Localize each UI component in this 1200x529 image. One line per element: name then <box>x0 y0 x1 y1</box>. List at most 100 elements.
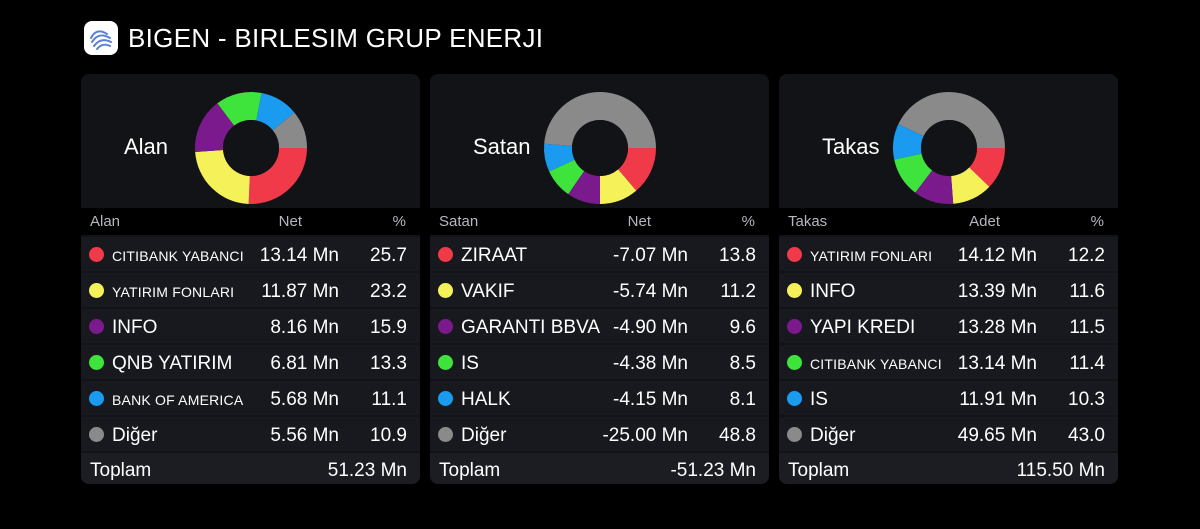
table-row[interactable]: Diğer 49.65 Mn 43.0 <box>779 417 1118 451</box>
row-value: -7.07 Mn <box>613 245 688 266</box>
table-row[interactable]: Diğer 5.56 Mn 10.9 <box>81 417 420 451</box>
donut-chart <box>893 92 1005 204</box>
row-name: ZIRAAT <box>461 245 528 266</box>
donut-slice <box>600 169 637 204</box>
table-row[interactable]: IS -4.38 Mn 8.5 <box>430 345 769 379</box>
legend-dot-icon <box>89 247 104 262</box>
row-name: QNB YATIRIM <box>112 353 233 374</box>
row-name: Diğer <box>112 425 158 446</box>
table-row[interactable]: YATIRIM FONLARI 14.12 Mn 12.2 <box>779 237 1118 271</box>
legend-dot-icon <box>787 319 802 334</box>
panel-label: Alan <box>124 134 169 159</box>
row-value: -25.00 Mn <box>602 425 688 446</box>
row-name: YATIRIM FONLARI <box>112 284 235 300</box>
total-value: -51.23 Mn <box>670 460 756 481</box>
row-value: -5.74 Mn <box>613 281 688 302</box>
table-row[interactable]: QNB YATIRIM 6.81 Mn 13.3 <box>81 345 420 379</box>
row-name: IS <box>810 389 828 410</box>
row-name: VAKIF <box>461 281 515 302</box>
legend-dot-icon <box>438 391 453 406</box>
donut-hole <box>223 120 279 176</box>
table-row[interactable]: INFO 13.39 Mn 11.6 <box>779 273 1118 307</box>
table-row[interactable]: HALK -4.15 Mn 8.1 <box>430 381 769 415</box>
column-header-label: % <box>392 213 406 230</box>
table-row[interactable]: VAKIF -5.74 Mn 11.2 <box>430 273 769 307</box>
table-row[interactable]: CITIBANK YABANCI 13.14 Mn 25.7 <box>81 237 420 271</box>
donut-slice <box>248 148 307 204</box>
row-value: -4.15 Mn <box>613 389 688 410</box>
table-row[interactable]: BANK OF AMERICA 5.68 Mn 11.1 <box>81 381 420 415</box>
row-name: Diğer <box>461 425 507 446</box>
donut-slice <box>893 124 924 160</box>
column-header-label: Net <box>627 213 651 230</box>
table-row[interactable]: IS 11.91 Mn 10.3 <box>779 381 1118 415</box>
column-header: Takas Adet% <box>779 208 1118 235</box>
column-header: Alan Net% <box>81 208 420 235</box>
hand-logo-icon <box>84 21 118 55</box>
panel-header: Satan <box>430 74 769 208</box>
donut-hole <box>572 120 628 176</box>
table-row[interactable]: ZIRAAT -7.07 Mn 13.8 <box>430 237 769 271</box>
legend-dot-icon <box>787 427 802 442</box>
row-percent: 13.8 <box>719 245 756 266</box>
row-name: CITIBANK YABANCI <box>112 248 244 264</box>
donut-slice <box>195 103 235 153</box>
row-percent: 23.2 <box>370 281 407 302</box>
row-percent: 11.2 <box>720 281 756 302</box>
legend-dot-icon <box>438 355 453 370</box>
donut-chart <box>195 92 307 204</box>
total-value: 115.50 Mn <box>1016 460 1105 481</box>
row-name: INFO <box>810 281 856 302</box>
legend-dot-icon <box>438 427 453 442</box>
table-row[interactable]: Diğer -25.00 Mn 48.8 <box>430 417 769 451</box>
donut-slice <box>544 91 656 148</box>
row-value: 13.14 Mn <box>957 353 1037 374</box>
legend-dot-icon <box>787 355 802 370</box>
table-row[interactable]: INFO 8.16 Mn 15.9 <box>81 309 420 343</box>
row-value: 11.87 Mn <box>261 281 339 302</box>
row-percent: 9.6 <box>729 317 756 338</box>
panel-takas: Takas Takas Adet% YATIRIM FONLARI 14.12 Mn 12… <box>779 74 1118 484</box>
legend-dot-icon <box>89 427 104 442</box>
table-row[interactable]: GARANTI BBVA -4.90 Mn 9.6 <box>430 309 769 343</box>
row-value: 14.12 Mn <box>957 245 1037 266</box>
row-percent: 10.9 <box>370 425 407 446</box>
row-percent: 8.1 <box>729 389 756 410</box>
row-name: BANK OF AMERICA <box>112 392 244 408</box>
row-value: 49.65 Mn <box>957 425 1037 446</box>
row-name: GARANTI BBVA <box>461 317 601 338</box>
column-header: Satan Net% <box>430 208 769 235</box>
column-header-label: Takas <box>788 213 828 230</box>
table-row[interactable]: YATIRIM FONLARI 11.87 Mn 23.2 <box>81 273 420 307</box>
table-row[interactable]: CITIBANK YABANCI 13.14 Mn 11.4 <box>779 345 1118 379</box>
column-header-label: Alan <box>90 213 121 230</box>
row-name: YATIRIM FONLARI <box>810 248 933 264</box>
legend-dot-icon <box>89 391 104 406</box>
legend-dot-icon <box>438 319 453 334</box>
header: BIGEN - BIRLESIM GRUP ENERJI <box>84 20 543 56</box>
row-name: YAPI KREDI <box>810 317 916 338</box>
row-value: 8.16 Mn <box>270 317 339 338</box>
panel-label: Satan <box>473 134 531 159</box>
row-value: -4.38 Mn <box>613 353 688 374</box>
legend-dot-icon <box>438 247 453 262</box>
legend-dot-icon <box>787 283 802 298</box>
row-name: HALK <box>461 389 511 410</box>
donut-slice <box>915 170 954 204</box>
row-percent: 25.7 <box>370 245 407 266</box>
row-percent: 11.4 <box>1069 353 1105 374</box>
legend-dot-icon <box>89 283 104 298</box>
total-row: Toplam -51.23 Mn <box>430 453 769 484</box>
row-percent: 11.1 <box>371 389 407 410</box>
donut-slice <box>549 159 585 195</box>
donut-slice <box>544 143 575 172</box>
panel-header: Takas <box>779 74 1118 208</box>
row-name: INFO <box>112 317 158 338</box>
total-label: Toplam <box>788 460 850 481</box>
donut-slice <box>618 148 656 191</box>
column-header-label: Satan <box>439 213 479 230</box>
donut-slice <box>568 171 600 204</box>
table-row[interactable]: YAPI KREDI 13.28 Mn 11.5 <box>779 309 1118 343</box>
column-header-label: % <box>1090 213 1104 230</box>
total-label: Toplam <box>439 460 501 481</box>
